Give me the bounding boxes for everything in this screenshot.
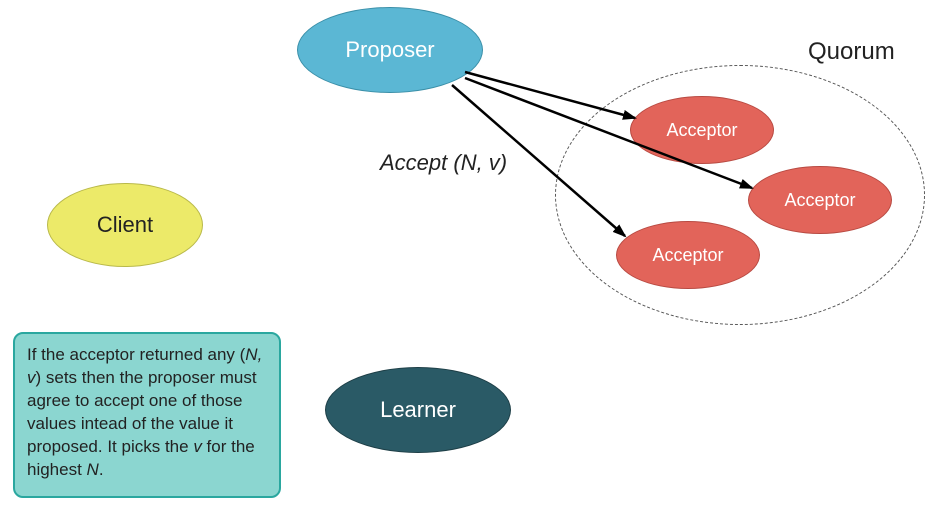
- client-label: Client: [97, 212, 153, 238]
- note-text-segment: v: [193, 437, 202, 456]
- note-text-segment: If the acceptor returned any (: [27, 345, 245, 364]
- learner-node: Learner: [325, 367, 511, 453]
- client-node: Client: [47, 183, 203, 267]
- proposer-node: Proposer: [297, 7, 483, 93]
- note-text-segment: .: [99, 460, 104, 479]
- note-text-segment: N: [87, 460, 99, 479]
- note-box: If the acceptor returned any (N, v) sets…: [13, 332, 281, 498]
- quorum-label: Quorum: [808, 38, 895, 66]
- acceptor-label-3: Acceptor: [652, 245, 723, 266]
- learner-label: Learner: [380, 397, 456, 423]
- diagram-stage: { "canvas": { "width": 946, "height": 51…: [0, 0, 946, 519]
- proposer-label: Proposer: [345, 37, 434, 63]
- edge-label-accept: Accept (N, v): [380, 150, 507, 176]
- acceptor-label-2: Acceptor: [784, 190, 855, 211]
- acceptor-node-3: Acceptor: [616, 221, 760, 289]
- acceptor-label-1: Acceptor: [666, 120, 737, 141]
- acceptor-node-2: Acceptor: [748, 166, 892, 234]
- acceptor-node-1: Acceptor: [630, 96, 774, 164]
